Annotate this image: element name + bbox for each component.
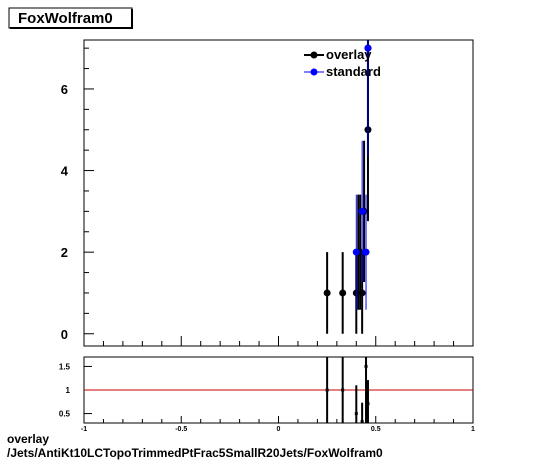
- ratio-point: [366, 402, 370, 406]
- ratio-y-tick-label: 1: [66, 386, 71, 395]
- standard-point: [362, 248, 370, 256]
- ratio-point: [341, 388, 345, 392]
- footer-line-1: overlay: [7, 432, 50, 446]
- ratio-x-tick-label: -1: [81, 426, 87, 433]
- legend-overlay-marker: [310, 51, 318, 59]
- ratio-x-tick-label: 0.5: [371, 426, 381, 433]
- overlay-point: [358, 289, 366, 297]
- ratio-x-tick-label: -0.5: [175, 426, 187, 433]
- legend: overlay standard: [304, 47, 381, 79]
- y-tick-label: 2: [61, 245, 68, 260]
- footer-line-2: /Jets/AntiKt10LCTopoTrimmedPtFrac5SmallR…: [7, 446, 383, 460]
- standard-point: [358, 207, 366, 215]
- title-box: FoxWolfram0: [8, 7, 133, 29]
- y-tick-label: 4: [61, 164, 69, 179]
- main-data-marks: [323, 40, 372, 334]
- standard-point: [364, 44, 372, 52]
- ratio-axes: 0.5 1 1.5 -1 -0.5 0 0.5 1: [59, 362, 475, 433]
- overlay-point: [339, 289, 347, 297]
- ratio-x-tick-label: 1: [471, 426, 475, 433]
- standard-point: [352, 248, 360, 256]
- legend-standard-label: standard: [326, 64, 381, 79]
- ratio-point: [364, 364, 368, 368]
- ratio-y-tick-label: 1.5: [59, 362, 71, 371]
- y-tick-label: 0: [61, 327, 68, 342]
- ratio-point: [354, 412, 358, 416]
- legend-standard-marker: [310, 68, 318, 76]
- main-axes: 0 2 4 6: [61, 47, 474, 346]
- legend-overlay-label: overlay: [326, 47, 372, 62]
- ratio-point: [360, 420, 364, 424]
- ratio-x-tick-label: 0: [277, 426, 281, 433]
- overlay-point: [323, 289, 331, 297]
- ratio-y-tick-label: 0.5: [59, 410, 71, 419]
- y-tick-label: 6: [61, 82, 68, 97]
- chart-title: FoxWolfram0: [18, 10, 113, 27]
- ratio-point: [325, 388, 329, 392]
- ratio-data-marks: [325, 357, 370, 424]
- main-plot-frame: [83, 39, 474, 347]
